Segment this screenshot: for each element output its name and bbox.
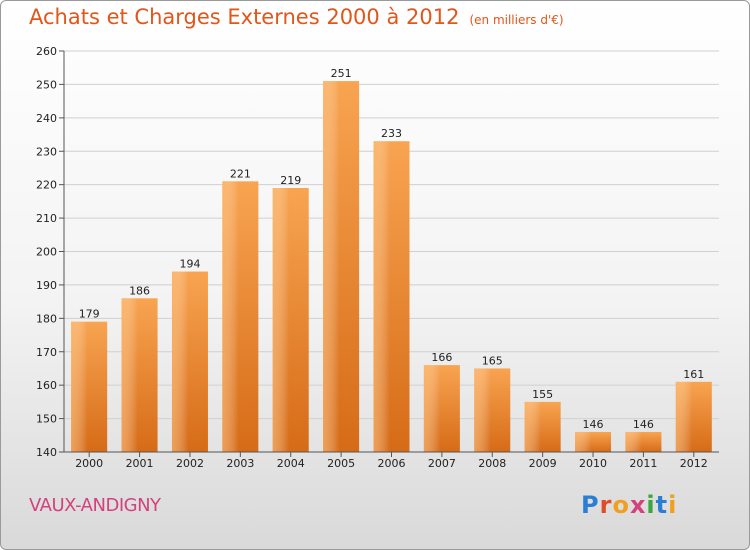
logo-letter: t xyxy=(655,491,669,519)
data-label: 221 xyxy=(230,167,251,180)
bar-highlight xyxy=(323,81,340,452)
bar-highlight xyxy=(373,141,390,452)
bar-highlight xyxy=(675,381,693,452)
y-tick-label: 240 xyxy=(36,112,57,125)
bar-highlight xyxy=(71,321,88,452)
bar-highlight xyxy=(474,368,491,452)
x-tick-label: 2012 xyxy=(680,457,708,470)
x-tick-label: 2008 xyxy=(478,457,506,470)
x-tick-label: 2011 xyxy=(629,457,657,470)
y-tick-label: 260 xyxy=(36,45,57,58)
x-tick-label: 2001 xyxy=(126,457,154,470)
data-label: 146 xyxy=(583,418,604,431)
data-label: 146 xyxy=(633,418,654,431)
data-label: 251 xyxy=(331,67,352,80)
logo-letter: o xyxy=(612,491,630,519)
logo-letter: i xyxy=(668,491,678,519)
y-tick-label: 140 xyxy=(36,446,57,459)
logo-letter: r xyxy=(599,491,613,519)
y-tick-label: 220 xyxy=(36,179,57,192)
logo-letter: i xyxy=(646,491,656,519)
y-tick-label: 200 xyxy=(36,246,57,259)
logo-letter: P xyxy=(581,491,600,519)
y-tick-label: 170 xyxy=(36,346,57,359)
data-label: 233 xyxy=(381,127,402,140)
bar-highlight xyxy=(272,188,289,452)
y-tick-label: 190 xyxy=(36,279,57,292)
bar-highlight xyxy=(524,401,541,452)
x-tick-label: 2003 xyxy=(226,457,254,470)
y-tick-label: 250 xyxy=(36,78,57,91)
x-axis: 2000 2001 2002 2003 2004 2005 2006 2007 2008 2009… xyxy=(64,451,719,470)
x-tick-label: 2006 xyxy=(378,457,406,470)
y-tick-label: 160 xyxy=(36,379,57,392)
data-label: 166 xyxy=(431,351,452,364)
data-label: 155 xyxy=(532,388,553,401)
x-tick-label: 2002 xyxy=(176,457,204,470)
x-tick-label: 2007 xyxy=(428,457,456,470)
x-tick-label: 2010 xyxy=(579,457,607,470)
y-tick-label: 230 xyxy=(36,145,57,158)
bar-highlight xyxy=(222,181,239,452)
logo-letter: x xyxy=(629,491,647,519)
bar-highlight xyxy=(121,298,138,452)
x-tick-label: 2009 xyxy=(529,457,557,470)
bars: 179 186 194 221 219 251 233 166 165 155 146 146 161 xyxy=(71,67,712,452)
data-label: 194 xyxy=(179,258,200,271)
data-label: 165 xyxy=(482,354,503,367)
y-axis: 140 150 160 170 180 190 200 210 220 230 240 250 260 xyxy=(36,45,65,459)
proxiti-logo: Proxiti xyxy=(581,491,677,519)
bar-highlight xyxy=(171,271,189,452)
data-label: 161 xyxy=(683,368,704,381)
bar-highlight xyxy=(625,431,642,452)
x-tick-label: 2004 xyxy=(277,457,305,470)
bar-highlight xyxy=(575,431,592,452)
data-label: 219 xyxy=(280,174,301,187)
commune-name: VAUX-ANDIGNY xyxy=(29,495,161,516)
bar-highlight xyxy=(423,365,441,452)
x-tick-label: 2005 xyxy=(327,457,355,470)
chart-title-text: Achats et Charges Externes 2000 à 2012 xyxy=(29,5,460,29)
data-label: 179 xyxy=(79,308,100,321)
x-tick-label: 2000 xyxy=(75,457,103,470)
y-tick-label: 180 xyxy=(36,312,57,325)
chart-subtitle: (en milliers d'€) xyxy=(469,13,564,27)
data-label: 186 xyxy=(129,284,150,297)
chart-title: Achats et Charges Externes 2000 à 2012 (e… xyxy=(29,5,564,29)
y-tick-label: 210 xyxy=(36,212,57,225)
y-tick-label: 150 xyxy=(36,413,57,426)
